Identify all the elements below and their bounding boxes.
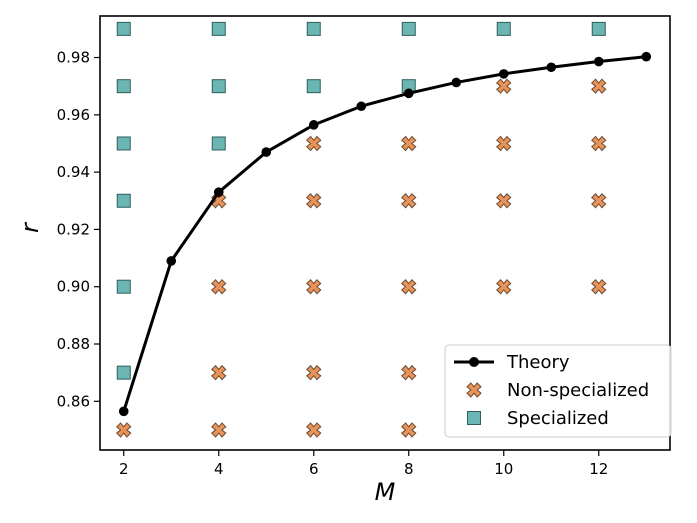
specialized-point [401, 21, 416, 36]
x-axis-label: M [375, 478, 396, 506]
theory-point [213, 187, 224, 197]
x-axis-ticks: 2 4 6 8 10 12 [119, 450, 608, 478]
non-specialized-point [591, 278, 607, 295]
non-specialized-point [591, 135, 607, 152]
x-tick-label: 6 [309, 460, 319, 478]
y-tick-label: 0.90 [57, 278, 90, 296]
legend-specialized-marker [467, 411, 481, 425]
y-tick-label: 0.96 [57, 106, 90, 124]
specialized-point [116, 79, 131, 94]
non-specialized-point [116, 422, 132, 438]
x-tick-label: 12 [589, 460, 608, 478]
theory-point [356, 101, 367, 112]
legend: Theory Non-specialized Specialized [444, 344, 672, 438]
non-specialized-point [591, 193, 607, 209]
legend-label-theory: Theory [506, 352, 570, 373]
non-specialized-point [306, 364, 322, 381]
specialized-point [306, 79, 321, 94]
specialized-point [116, 21, 131, 36]
specialized-point [591, 21, 606, 36]
legend-box [444, 344, 672, 438]
theory-point [451, 77, 462, 88]
x-tick-label: 10 [494, 460, 513, 478]
specialized-point [306, 21, 321, 36]
specialized-point [211, 136, 226, 151]
y-tick-label: 0.98 [57, 49, 90, 67]
theory-point [166, 256, 177, 266]
plot-frame [99, 15, 671, 451]
theory-point [546, 62, 557, 73]
specialized-point [211, 79, 226, 94]
theory-point [498, 69, 509, 79]
specialized-point [116, 136, 131, 151]
theory-point [261, 147, 272, 157]
y-tick-label: 0.92 [57, 220, 90, 238]
y-tick-label: 0.86 [57, 392, 90, 410]
specialized-point [116, 193, 131, 208]
non-specialized-point [306, 135, 322, 152]
theory-line-layer [118, 51, 652, 417]
legend-x-shape [466, 382, 482, 398]
non-specialized-point [211, 422, 227, 438]
non-specialized-point [306, 422, 322, 438]
x-tick-label: 8 [404, 460, 414, 478]
non-specialized-point [401, 364, 417, 381]
non-specialized-point [496, 193, 512, 209]
non-specialized-point [401, 193, 417, 209]
non-specialized-point [496, 135, 512, 152]
x-tick-label: 4 [214, 460, 224, 478]
theory-point [641, 51, 652, 62]
theory-point [403, 88, 414, 99]
theory-point [118, 406, 129, 417]
legend-entry-specialized: Specialized [467, 408, 609, 429]
legend-label-non-specialized: Non-specialized [507, 380, 649, 401]
non-specialized-point [591, 78, 607, 94]
specialized-point [116, 365, 131, 380]
theory-point [593, 56, 604, 67]
non-specialized-point [401, 278, 417, 295]
non-specialized-point [211, 278, 227, 295]
non-specialized-point [401, 422, 417, 438]
specialized-point [496, 21, 511, 36]
y-tick-label: 0.94 [57, 163, 90, 181]
legend-label-specialized: Specialized [507, 408, 609, 429]
legend-entry-theory: Theory [454, 352, 570, 373]
y-axis-ticks: 0.86 0.88 0.90 0.92 0.94 0.96 0.98 [57, 49, 100, 410]
y-axis-label: r [16, 221, 44, 233]
theory-line [122, 55, 647, 412]
specialized-point [116, 279, 131, 294]
non-specialized-point [496, 78, 512, 94]
specialized-point [211, 21, 226, 36]
legend-non-specialized-marker [466, 382, 482, 398]
non-specialized-point [306, 278, 322, 295]
y-tick-label: 0.88 [57, 335, 90, 353]
x-tick-label: 2 [119, 460, 129, 478]
legend-entry-non-specialized: Non-specialized [466, 380, 649, 401]
legend-theory-marker [469, 357, 479, 367]
theory-point [308, 120, 319, 130]
non-specialized-point [496, 278, 512, 295]
non-specialized-point [211, 364, 227, 381]
non-specialized-point [306, 193, 322, 209]
non-specialized-point [401, 135, 417, 152]
